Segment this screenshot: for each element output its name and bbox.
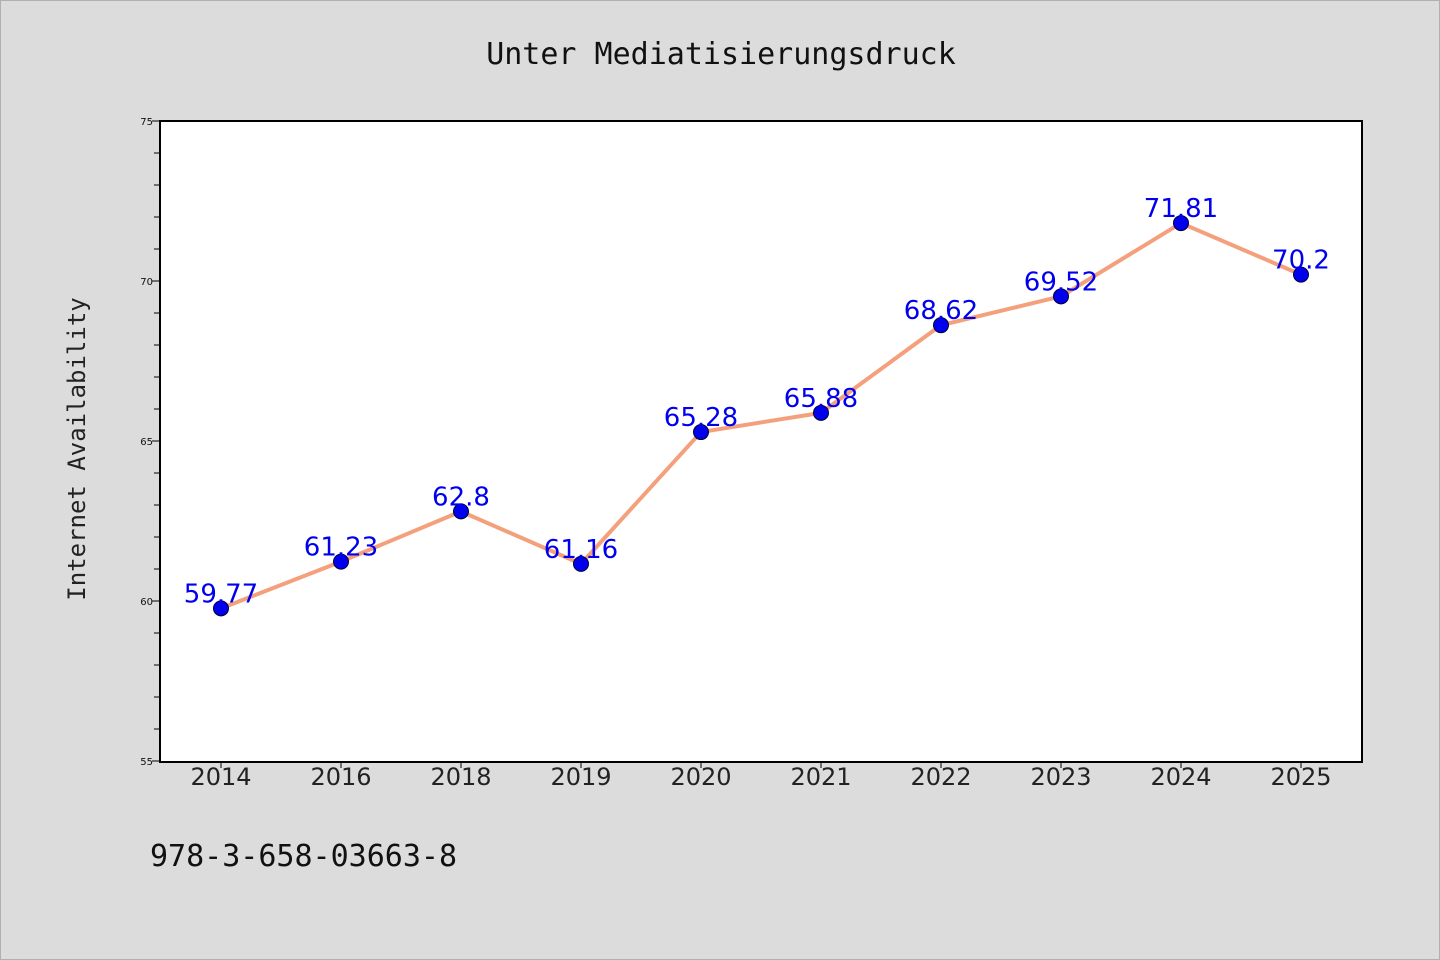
data-point	[933, 317, 949, 334]
x-axis: 2014 2016 2018 2019 2020 2021 2022 2023 2024 2025	[190, 761, 1332, 791]
footnote: 978-3-658-03663-8	[150, 839, 457, 874]
data-label: 70.2	[1272, 246, 1330, 276]
data-point	[1293, 266, 1309, 283]
y-tick-label: 60	[140, 597, 153, 608]
y-tick-label: 75	[140, 117, 153, 128]
data-label: 61.23	[304, 533, 378, 563]
data-label: 71.81	[1144, 194, 1218, 224]
data-label: 68.62	[904, 296, 978, 326]
data-point	[333, 553, 349, 570]
data-label: 65.88	[784, 384, 858, 414]
data-label: 62.8	[432, 482, 490, 512]
y-tick-label: 55	[140, 757, 153, 768]
data-label: 65.28	[664, 403, 738, 433]
y-axis-label: Internet Availability	[63, 297, 91, 600]
x-tick-label: 2019	[550, 763, 611, 791]
chart-title: Unter Mediatisierungsdruck	[486, 37, 956, 72]
y-tick-label: 70	[140, 277, 153, 288]
y-tick-label: 65	[140, 437, 153, 448]
data-point	[1053, 288, 1069, 305]
data-label: 59.77	[184, 579, 258, 609]
x-tick-label: 2025	[1270, 763, 1331, 791]
x-tick-label: 2018	[430, 763, 491, 791]
x-tick-label: 2016	[310, 763, 371, 791]
x-tick-label: 2023	[1030, 763, 1091, 791]
data-point	[813, 404, 829, 421]
series-layer	[213, 215, 1309, 617]
data-label: 69.52	[1024, 267, 1098, 297]
x-tick-label: 2024	[1150, 763, 1211, 791]
data-point	[213, 600, 229, 617]
data-point	[573, 555, 589, 572]
data-point	[1173, 215, 1189, 232]
series-line	[219, 221, 1303, 611]
plot-area	[159, 120, 1363, 763]
data-labels: 59.77 61.23 62.8 61.16 65.28 65.88 68.62 69.52 7…	[184, 194, 1330, 609]
data-point	[453, 503, 469, 520]
data-point	[693, 424, 709, 441]
x-tick-label: 2014	[190, 763, 251, 791]
x-tick-label: 2022	[910, 763, 971, 791]
y-axis: 55 60 65 70 75	[140, 117, 160, 768]
data-label: 61.16	[544, 535, 618, 565]
x-tick-label: 2021	[790, 763, 851, 791]
x-tick-label: 2020	[670, 763, 731, 791]
